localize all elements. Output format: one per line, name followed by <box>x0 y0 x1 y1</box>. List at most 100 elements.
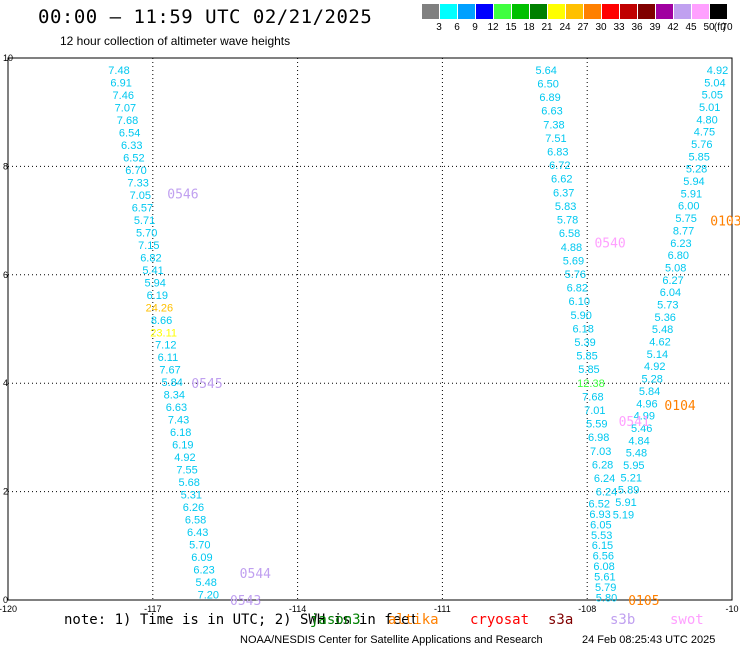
legend-swatch-6 <box>440 4 457 19</box>
data-label-swh: 6.52 <box>589 499 610 511</box>
legend-swatch-15 <box>494 4 511 19</box>
data-label-swh: 5.79 <box>595 582 616 594</box>
data-label-swh: 5.70 <box>136 227 157 239</box>
x-tick-label: -120 <box>0 604 17 614</box>
credit-line: NOAA/NESDIS Center for Satellite Applica… <box>240 634 543 646</box>
color-legend: 3 6 9 12 15 18 21 24 27 30 33 36 39 42 45 50 70 (ft) <box>422 4 733 36</box>
data-label-swh: 7.68 <box>582 391 603 403</box>
data-label-swh: 5.89 <box>618 485 639 497</box>
legend-label-42: 42 <box>667 22 679 33</box>
legend-swatch-70 <box>710 4 727 19</box>
data-label-swh: 6.72 <box>549 160 570 172</box>
data-label-swh: 7.51 <box>545 133 566 145</box>
data-label-swh: 5.94 <box>144 277 165 289</box>
x-tick-label: -10 <box>725 604 738 614</box>
legend-label-27: 27 <box>577 22 589 33</box>
data-label-swh: 6.93 <box>589 509 610 521</box>
data-label-swh: 5.76 <box>691 139 712 151</box>
data-label-swh: 6.27 <box>662 275 683 287</box>
data-label-swh: 5.48 <box>626 448 647 460</box>
data-label-swh: 5.19 <box>613 509 634 521</box>
data-label-swh: 4.99 <box>634 411 655 423</box>
data-label-swh: 5.78 <box>557 215 578 227</box>
data-label-swh: 6.11 <box>158 352 179 364</box>
data-label-swh: 5.85 <box>689 151 710 163</box>
data-label-swh: 7.55 <box>176 465 197 477</box>
data-label-swh: 5.80 <box>596 592 617 604</box>
data-label-swh: 5.39 <box>574 337 595 349</box>
data-label-swh: 5.48 <box>195 577 216 589</box>
satellite-jason3: jason3 <box>310 612 361 628</box>
data-label-swh: 6.23 <box>193 565 214 577</box>
data-label-swh: 6.57 <box>132 202 153 214</box>
data-label-swh: 5.70 <box>189 540 210 552</box>
data-label-swh: 4.92 <box>707 65 728 77</box>
data-label-swh: 5.90 <box>570 310 591 322</box>
data-label-swh: 5.91 <box>681 188 702 200</box>
page-title: 00:00 – 11:59 UTC 02/21/2025 <box>38 6 373 28</box>
data-label-swh: 6.26 <box>183 502 204 514</box>
data-label-swh: 6.19 <box>172 440 193 452</box>
data-label-swh: 7.38 <box>543 119 564 131</box>
data-label-swh: 6.89 <box>539 92 560 104</box>
data-label-swh: 4.80 <box>696 114 717 126</box>
y-tick-label: 4 <box>3 378 8 388</box>
legend-label-9: 9 <box>472 22 478 33</box>
data-label-swh: 6.19 <box>147 290 168 302</box>
legend-swatch-3 <box>422 4 439 19</box>
data-label-swh: 5.04 <box>704 77 725 89</box>
data-label-swh: 5.95 <box>623 460 644 472</box>
pass-time-label: 0544 <box>240 567 271 582</box>
data-label-swh: 7.07 <box>115 102 136 114</box>
data-label-swh: 6.63 <box>541 106 562 118</box>
data-label-swh: 5.08 <box>665 262 686 274</box>
legend-label-30: 30 <box>595 22 607 33</box>
data-label-swh: 8.34 <box>164 390 185 402</box>
legend-swatch-21 <box>530 4 547 19</box>
data-label-swh: 8.77 <box>673 225 694 237</box>
data-label-swh: 5.05 <box>702 90 723 102</box>
data-label-swh: 5.94 <box>683 176 704 188</box>
data-label-swh: 6.04 <box>660 287 681 299</box>
pass-time-label: 0104 <box>664 399 695 414</box>
data-label-swh: 5.71 <box>134 215 155 227</box>
legend-label-33: 33 <box>613 22 625 33</box>
legend-label-24: 24 <box>559 22 571 33</box>
data-label-swh: 7.46 <box>113 90 134 102</box>
data-label-swh: 6.62 <box>551 174 572 186</box>
data-label-swh: 6.24 <box>596 487 617 499</box>
data-label-swh: 6.58 <box>559 228 580 240</box>
legend-swatch-45 <box>674 4 691 19</box>
data-label-swh: 5.75 <box>675 213 696 225</box>
data-label-swh: 6.80 <box>668 250 689 262</box>
data-label-swh: 7.67 <box>159 365 180 377</box>
data-label-swh: 5.31 <box>181 490 202 502</box>
x-tick-label: -111 <box>434 604 451 614</box>
legend-unit: (ft) <box>713 22 727 33</box>
legend-swatch-24 <box>548 4 565 19</box>
data-label-swh: 5.64 <box>535 65 556 77</box>
data-label-swh: 6.09 <box>191 552 212 564</box>
pass-time-label: 0545 <box>191 377 222 392</box>
data-label-swh: 5.59 <box>586 419 607 431</box>
data-label-swh: 5.61 <box>594 571 615 583</box>
legend-swatch-39 <box>638 4 655 19</box>
data-label-swh: 5.76 <box>565 269 586 281</box>
legend-label-6: 6 <box>454 22 460 33</box>
pass-time-label: 0103 <box>710 215 740 230</box>
data-label-swh: 23.11 <box>150 327 177 339</box>
data-label-swh: 5.85 <box>578 364 599 376</box>
plot-frame <box>7 57 733 601</box>
data-label-swh: 5.01 <box>699 102 720 114</box>
satellite-swot: swot <box>670 612 704 628</box>
data-label-swh: 7.68 <box>117 115 138 127</box>
data-label-swh: 6.82 <box>140 252 161 264</box>
legend-label-70: 70 <box>721 22 733 33</box>
data-label-swh: 6.18 <box>572 323 593 335</box>
data-label-swh: 5.84 <box>161 377 182 389</box>
data-label-swh: 6.98 <box>588 432 609 444</box>
pass-time-label: 0540 <box>594 236 625 251</box>
legend-swatch-9 <box>458 4 475 19</box>
y-tick-label: 0 <box>3 595 8 605</box>
data-label-swh: 6.23 <box>670 238 691 250</box>
